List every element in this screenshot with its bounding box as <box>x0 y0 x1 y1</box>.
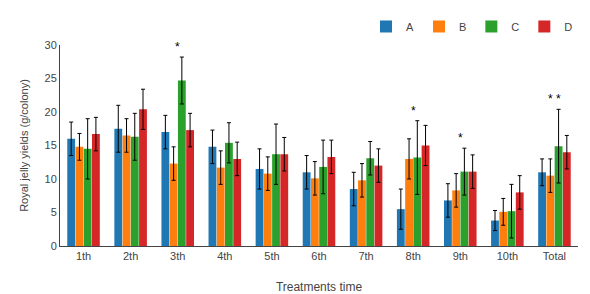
svg-text:*: * <box>411 104 416 118</box>
svg-text:B: B <box>459 21 466 33</box>
svg-text:20: 20 <box>45 106 57 118</box>
svg-text:Treatments time: Treatments time <box>276 280 363 294</box>
svg-text:25: 25 <box>45 72 57 84</box>
svg-text:6th: 6th <box>311 250 326 262</box>
svg-text:D: D <box>564 21 572 33</box>
svg-text:5: 5 <box>51 206 57 218</box>
svg-text:Total: Total <box>543 250 566 262</box>
svg-text:15: 15 <box>45 139 57 151</box>
svg-text:30: 30 <box>45 39 57 51</box>
svg-text:10: 10 <box>45 173 57 185</box>
svg-text:*: * <box>175 40 180 54</box>
svg-text:C: C <box>511 21 519 33</box>
svg-text:10th: 10th <box>497 250 518 262</box>
svg-text:7th: 7th <box>358 250 373 262</box>
svg-text:*: * <box>458 131 463 145</box>
svg-text:9th: 9th <box>453 250 468 262</box>
svg-text:Royal jelly yields (g/colony): Royal jelly yields (g/colony) <box>18 79 30 212</box>
svg-text:3th: 3th <box>170 250 185 262</box>
svg-text:A: A <box>406 21 414 33</box>
svg-text:0: 0 <box>51 240 57 252</box>
svg-text:1th: 1th <box>76 250 91 262</box>
svg-text:* *: * * <box>548 92 561 106</box>
svg-text:2th: 2th <box>123 250 138 262</box>
svg-text:5th: 5th <box>264 250 279 262</box>
svg-text:4th: 4th <box>217 250 232 262</box>
svg-text:8th: 8th <box>406 250 421 262</box>
